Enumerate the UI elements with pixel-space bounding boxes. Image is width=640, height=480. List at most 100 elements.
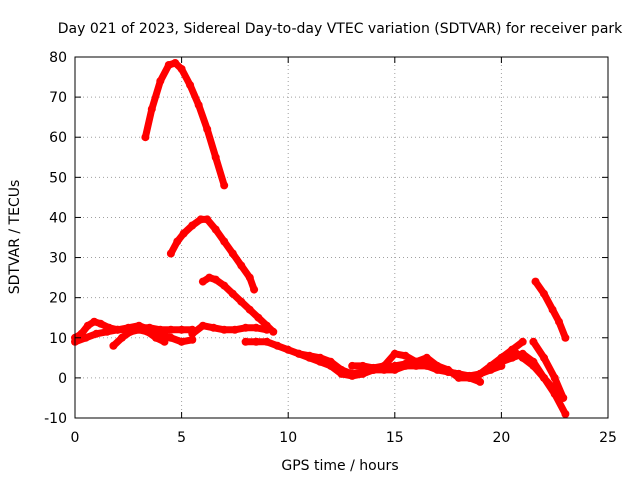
data-point [211, 153, 220, 162]
data-point [518, 337, 527, 346]
data-point [252, 323, 261, 332]
data-point [198, 321, 207, 330]
data-point [390, 361, 399, 370]
data-point [96, 319, 105, 328]
data-point [220, 181, 229, 190]
x-axis-label: GPS time / hours [281, 458, 398, 474]
data-point [390, 349, 399, 358]
chart-title: Day 021 of 2023, Sidereal Day-to-day VTE… [58, 21, 623, 37]
data-point [476, 377, 485, 386]
data-point [188, 221, 197, 230]
y-tick-label: 60 [49, 130, 67, 146]
data-point [444, 365, 453, 374]
data-point [92, 329, 101, 338]
x-tick-label: 0 [71, 430, 80, 446]
data-point [326, 357, 335, 366]
data-point [252, 337, 261, 346]
data-point [358, 361, 367, 370]
data-point [117, 333, 126, 342]
data-point [348, 361, 357, 370]
data-point [284, 345, 293, 354]
y-tick-label: 20 [49, 291, 67, 307]
data-point [369, 363, 378, 372]
data-point [160, 337, 169, 346]
data-point [188, 329, 197, 338]
data-point [337, 365, 346, 374]
data-point [245, 305, 254, 314]
series-arc-3 [198, 273, 278, 336]
data-point [250, 285, 259, 294]
y-tick-label: 40 [49, 210, 67, 226]
series-arc-10 [348, 349, 485, 386]
data-point [228, 289, 237, 298]
data-point [198, 277, 207, 286]
data-point [237, 261, 246, 270]
data-point [220, 325, 229, 334]
data-point [166, 325, 175, 334]
data-point [559, 393, 568, 402]
data-point [171, 59, 180, 67]
data-point [164, 61, 173, 69]
y-tick-label: 30 [49, 251, 67, 267]
data-point [486, 361, 495, 370]
series-arc-6 [109, 325, 169, 350]
data-point [177, 337, 186, 346]
data-point [156, 77, 165, 86]
data-point [540, 373, 548, 382]
data-point [454, 373, 463, 382]
data-point [529, 337, 538, 346]
data-point [152, 333, 160, 342]
data-point [205, 273, 214, 282]
series-arc-14 [529, 337, 568, 402]
data-point [220, 281, 229, 290]
x-tick-label: 25 [599, 430, 617, 446]
data-point [380, 361, 389, 370]
data-point [269, 327, 278, 336]
data-point [237, 297, 246, 306]
series-arc-7 [188, 321, 271, 338]
y-tick-label: 0 [58, 371, 67, 387]
data-series [71, 59, 570, 418]
data-point [166, 333, 175, 342]
data-point [196, 215, 205, 224]
data-point [230, 325, 239, 334]
y-axis-label: SDTVAR / TECUs [7, 180, 23, 295]
data-point [518, 353, 527, 362]
data-point [550, 373, 559, 382]
data-point [209, 323, 218, 332]
series-arc-15 [531, 277, 570, 342]
data-point [273, 341, 282, 350]
data-point [83, 321, 92, 330]
data-point [156, 325, 165, 334]
data-point [476, 369, 485, 378]
data-point [186, 81, 195, 90]
data-point [135, 325, 143, 334]
data-point [561, 410, 570, 418]
data-point [188, 335, 197, 344]
data-point [531, 277, 540, 286]
data-point [220, 237, 229, 246]
data-point [262, 325, 271, 334]
y-tick-label: 70 [49, 90, 67, 106]
data-point [173, 237, 182, 246]
data-point [401, 351, 410, 360]
data-point [241, 337, 250, 346]
data-point [103, 327, 111, 336]
series-arc-1 [141, 59, 229, 190]
data-point [177, 65, 186, 73]
data-point [143, 327, 152, 336]
series-arc-2 [166, 215, 259, 294]
data-point [241, 323, 250, 332]
data-point [433, 361, 442, 370]
series-line [529, 338, 567, 402]
data-point [465, 373, 474, 382]
grid [75, 57, 608, 418]
data-point [166, 249, 175, 258]
x-tick-label: 10 [279, 430, 297, 446]
data-point [177, 325, 186, 334]
data-point [113, 325, 122, 334]
data-point [126, 327, 135, 336]
data-point [203, 125, 212, 134]
